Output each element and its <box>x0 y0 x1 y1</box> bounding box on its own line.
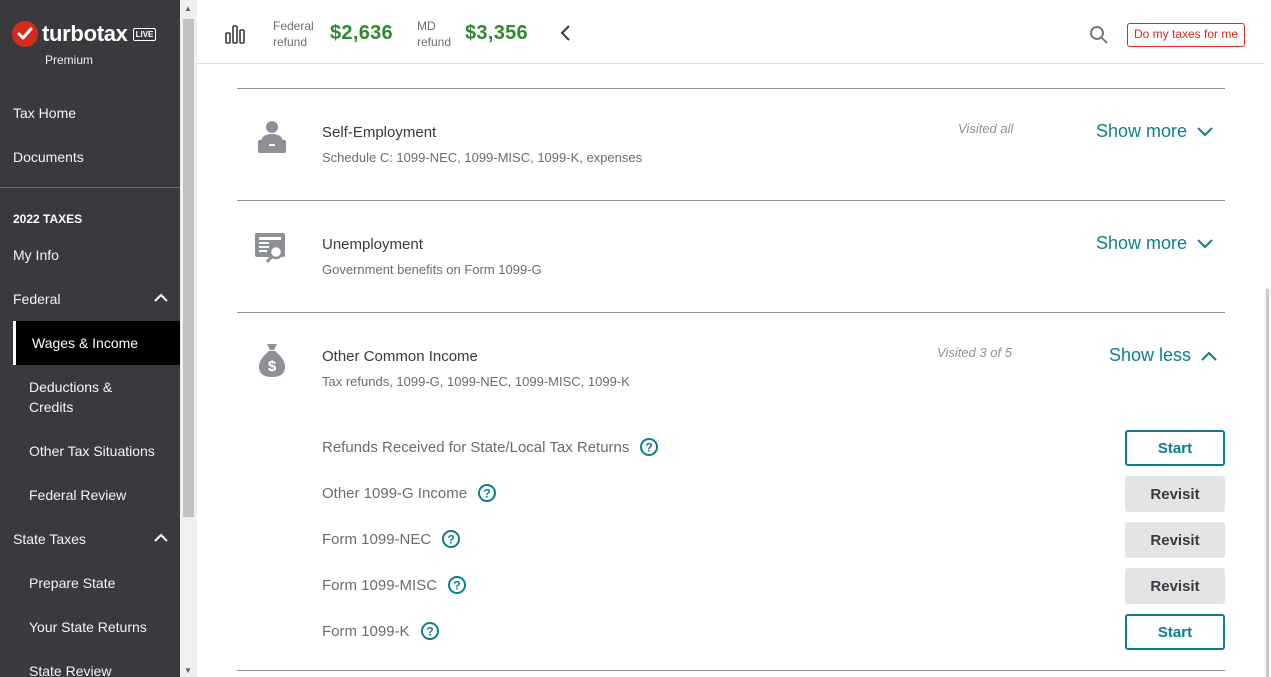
help-icon[interactable]: ? <box>441 529 461 549</box>
section-divider <box>237 200 1225 201</box>
sidebar-item-prepare-state[interactable]: Prepare State <box>29 575 116 591</box>
category-title: Other Common Income <box>322 348 478 365</box>
category-title: Self-Employment <box>322 124 437 141</box>
revisit-button[interactable]: Revisit <box>1125 568 1225 604</box>
category-subtitle: Schedule C: 1099-NEC, 1099-MISC, 1099-K,… <box>322 150 643 165</box>
state-refund-amount: $3,356 <box>465 22 528 44</box>
sidebar-item-tax-home[interactable]: Tax Home <box>13 105 77 121</box>
show-more-self-employment[interactable]: Show more <box>1096 121 1213 142</box>
category-subtitle: Tax refunds, 1099-G, 1099-NEC, 1099-MISC… <box>322 374 630 389</box>
sidebar-item-documents[interactable]: Documents <box>13 149 84 165</box>
start-button[interactable]: Start <box>1125 614 1225 650</box>
svg-text:?: ? <box>646 441 653 455</box>
person-at-desk-icon <box>258 121 286 153</box>
sidebar-item-state-taxes[interactable]: State Taxes <box>0 517 180 561</box>
state-refund-label: MD refund <box>417 19 452 49</box>
plan-name: Premium <box>45 53 94 67</box>
brand-name: turbotax <box>42 21 128 46</box>
chevron-up-icon <box>1201 351 1217 361</box>
federal-refund-amount: $2,636 <box>330 22 393 44</box>
sidebar-section-title: 2022 TAXES <box>13 212 83 226</box>
federal-refund-label: Federal refund <box>273 19 314 49</box>
chevron-up-icon <box>154 533 168 542</box>
sidebar-scrollbar[interactable]: ▲ ▼ <box>180 0 197 677</box>
start-button[interactable]: Start <box>1125 430 1225 466</box>
svg-text:?: ? <box>448 533 455 547</box>
svg-text:$: $ <box>268 358 277 375</box>
section-divider <box>237 670 1225 671</box>
sidebar-item-wages-income[interactable]: Wages & Income <box>13 321 180 365</box>
revisit-button[interactable]: Revisit <box>1125 522 1225 558</box>
list-item: Form 1099-NEC ? <box>322 529 461 549</box>
page-scrollbar[interactable] <box>1264 0 1271 677</box>
category-title: Unemployment <box>322 236 423 253</box>
visited-status: Visited 3 of 5 <box>937 345 1012 360</box>
do-my-taxes-button[interactable]: Do my taxes for me <box>1127 23 1246 47</box>
svg-text:?: ? <box>483 487 490 501</box>
list-item: Refunds Received for State/Local Tax Ret… <box>322 437 659 457</box>
list-item: Form 1099-K ? <box>322 621 440 641</box>
live-badge: LIVE <box>132 27 157 41</box>
list-item: Form 1099-MISC ? <box>322 575 467 595</box>
sidebar-item-my-info[interactable]: My Info <box>13 247 59 263</box>
scroll-up-arrow-icon[interactable]: ▲ <box>184 4 192 13</box>
search-icon[interactable] <box>1089 25 1109 45</box>
category-subtitle: Government benefits on Form 1099-G <box>322 262 542 277</box>
document-magnifier-icon <box>255 233 285 263</box>
help-icon[interactable]: ? <box>639 437 659 457</box>
section-divider <box>237 312 1225 313</box>
sidebar-item-your-state-returns[interactable]: Your State Returns <box>29 619 147 635</box>
turbotax-logo[interactable]: turbotax LIVE <box>12 20 157 48</box>
chevron-left-icon[interactable] <box>559 24 571 42</box>
page-scrollbar-thumb[interactable] <box>1266 289 1269 677</box>
checkmark-logo-icon <box>12 21 38 47</box>
svg-text:?: ? <box>426 625 433 639</box>
sidebar-divider <box>0 187 180 188</box>
bar-chart-icon[interactable] <box>225 24 245 44</box>
refund-header: Federal refund $2,636 MD refund $3,356 D… <box>197 0 1264 64</box>
sidebar-item-federal-review[interactable]: Federal Review <box>29 487 127 503</box>
help-icon[interactable]: ? <box>477 483 497 503</box>
scroll-down-arrow-icon[interactable]: ▼ <box>184 666 192 675</box>
sidebar: turbotax LIVE Premium Tax Home Documents… <box>0 0 180 677</box>
sidebar-scrollbar-thumb[interactable] <box>183 19 194 517</box>
sidebar-item-other-tax-situations[interactable]: Other Tax Situations <box>29 443 155 459</box>
sidebar-item-federal[interactable]: Federal <box>0 277 180 321</box>
revisit-button[interactable]: Revisit <box>1125 476 1225 512</box>
svg-text:?: ? <box>453 579 460 593</box>
list-item: Other 1099-G Income ? <box>322 483 497 503</box>
visited-status: Visited all <box>958 121 1014 136</box>
sidebar-item-deductions-credits[interactable]: Deductions & Credits <box>29 379 113 415</box>
show-less-other-common-income[interactable]: Show less <box>1109 345 1217 366</box>
money-bag-icon: $ <box>258 344 286 377</box>
section-divider <box>237 88 1225 89</box>
help-icon[interactable]: ? <box>420 621 440 641</box>
chevron-up-icon <box>154 293 168 302</box>
help-icon[interactable]: ? <box>447 575 467 595</box>
show-more-unemployment[interactable]: Show more <box>1096 233 1213 254</box>
chevron-down-icon <box>1197 238 1213 248</box>
chevron-down-icon <box>1197 126 1213 136</box>
sidebar-item-state-review[interactable]: State Review <box>29 663 112 677</box>
